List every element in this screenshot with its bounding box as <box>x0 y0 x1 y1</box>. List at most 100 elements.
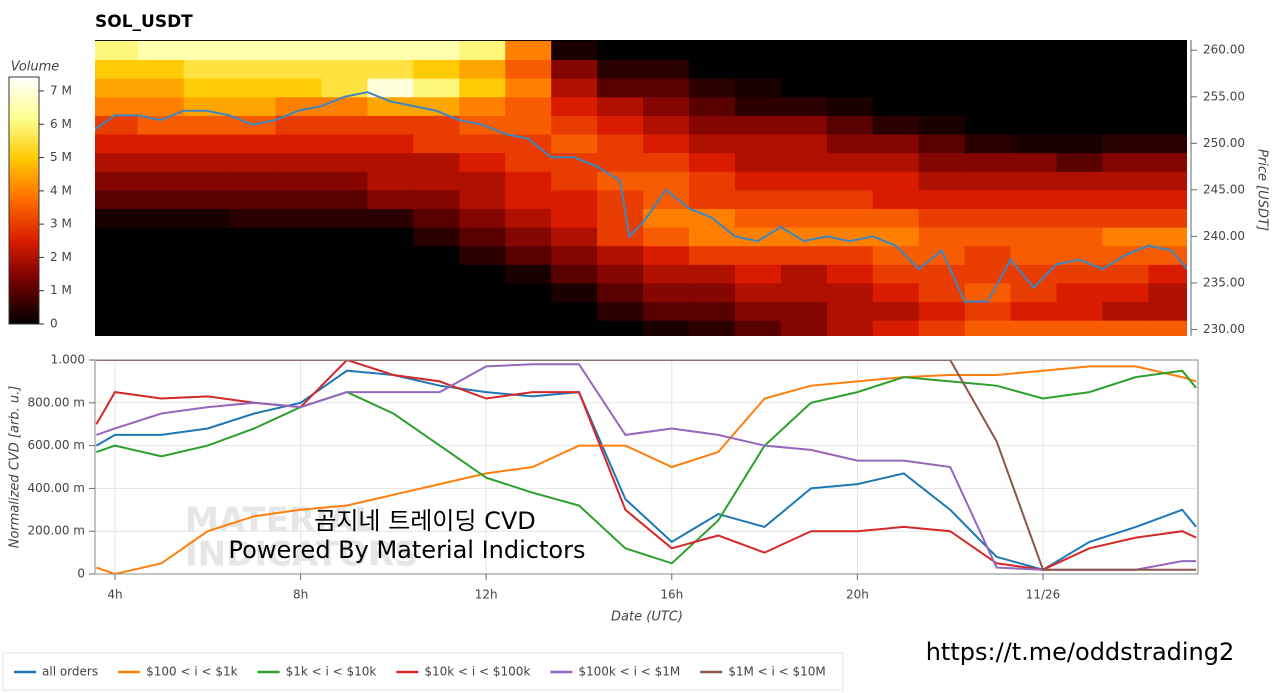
heat-cell <box>964 264 1012 284</box>
heat-cell <box>1148 282 1187 303</box>
heat-cell <box>597 152 644 172</box>
heat-cell <box>964 171 1012 191</box>
heat-cell <box>597 78 644 98</box>
heat-cell <box>1056 282 1103 303</box>
heat-cell <box>734 320 782 336</box>
x-tick-label: 8h <box>293 588 308 602</box>
heat-cell <box>505 301 552 321</box>
y-axis-label: Normalized CVD [arb. u.] <box>8 386 23 549</box>
heat-cell <box>643 134 690 154</box>
heat-cell <box>413 320 460 336</box>
watermark-text: Powered By Material Indictors <box>229 536 586 564</box>
heat-cell <box>459 59 506 79</box>
heat-cell <box>734 301 782 321</box>
series-line <box>95 369 1197 571</box>
heat-cell <box>872 320 920 336</box>
heat-cell <box>964 301 1012 321</box>
series-line <box>96 360 1197 571</box>
heat-cell <box>275 59 322 79</box>
colorbar-tick-label: 4 M <box>50 183 72 197</box>
heat-cell <box>734 171 782 191</box>
heat-cell <box>918 115 966 135</box>
heat-cell <box>1010 301 1058 321</box>
heat-cell <box>964 320 1012 336</box>
heat-cell <box>367 96 414 116</box>
heat-cell <box>1010 245 1058 265</box>
heat-cell <box>367 78 414 98</box>
x-tick-label: 16h <box>660 588 683 602</box>
heat-cell <box>413 96 460 116</box>
heat-cell <box>918 96 966 116</box>
legend-label: all orders <box>42 665 98 679</box>
heat-cell <box>137 96 185 116</box>
heat-cell <box>826 59 874 79</box>
heat-cell <box>734 282 782 303</box>
heat-cell <box>734 96 782 116</box>
heat-cell <box>183 59 231 79</box>
heat-cell <box>321 152 368 172</box>
heat-cell <box>229 152 277 172</box>
x-tick-label: 11/26 <box>1026 588 1061 602</box>
heat-cell <box>872 40 920 61</box>
heat-cell <box>413 208 460 228</box>
heat-cell <box>321 320 368 336</box>
y-tick-label: 200.00 m <box>28 524 86 538</box>
heat-cell <box>137 245 185 265</box>
heat-cell <box>95 227 139 247</box>
heat-cell <box>321 115 368 135</box>
heat-cell <box>1148 59 1187 79</box>
heat-cell <box>551 96 598 116</box>
heat-cell <box>505 152 552 172</box>
heat-cell <box>137 115 185 135</box>
heat-cell <box>413 264 460 284</box>
heat-cell <box>643 171 690 191</box>
heat-cell <box>872 227 920 247</box>
heat-cell <box>137 301 185 321</box>
heat-cell <box>505 78 552 98</box>
heat-cell <box>459 227 506 247</box>
heat-cell <box>95 171 139 191</box>
heat-cell <box>1102 189 1149 209</box>
heat-cell <box>964 40 1012 61</box>
heat-cell <box>780 134 828 154</box>
heat-cell <box>964 245 1012 265</box>
heat-cell <box>95 245 139 265</box>
heat-cell <box>551 245 598 265</box>
heat-cell <box>826 78 874 98</box>
heat-cell <box>137 152 185 172</box>
heat-cell <box>964 59 1012 79</box>
y-tick-label: 400.00 m <box>28 481 86 495</box>
heat-cell <box>689 152 736 172</box>
heat-cell <box>95 96 139 116</box>
heat-cell <box>459 189 506 209</box>
plot-frame <box>94 359 1199 575</box>
heat-cell <box>1056 59 1103 79</box>
heat-cell <box>229 245 277 265</box>
heat-cell <box>321 78 368 98</box>
heat-cell <box>826 264 874 284</box>
heat-cell <box>643 152 690 172</box>
heat-cell <box>689 301 736 321</box>
heat-cell <box>872 171 920 191</box>
price-line <box>95 91 1187 303</box>
heat-cell <box>229 59 277 79</box>
heat-cell <box>505 96 552 116</box>
heat-cell <box>780 115 828 135</box>
heat-cell <box>872 134 920 154</box>
lines <box>95 360 1197 574</box>
heat-cell <box>275 245 322 265</box>
heat-cell <box>689 264 736 284</box>
heat-cell <box>872 282 920 303</box>
heat-cell <box>183 282 231 303</box>
heat-cell <box>229 227 277 247</box>
heat-cell <box>689 245 736 265</box>
heat-cell <box>367 208 414 228</box>
heat-cell <box>597 245 644 265</box>
heat-cell <box>505 245 552 265</box>
heat-cell <box>459 301 506 321</box>
heat-cell <box>872 78 920 98</box>
heat-cell <box>1148 320 1187 336</box>
heat-cell <box>275 301 322 321</box>
heat-cell <box>505 264 552 284</box>
